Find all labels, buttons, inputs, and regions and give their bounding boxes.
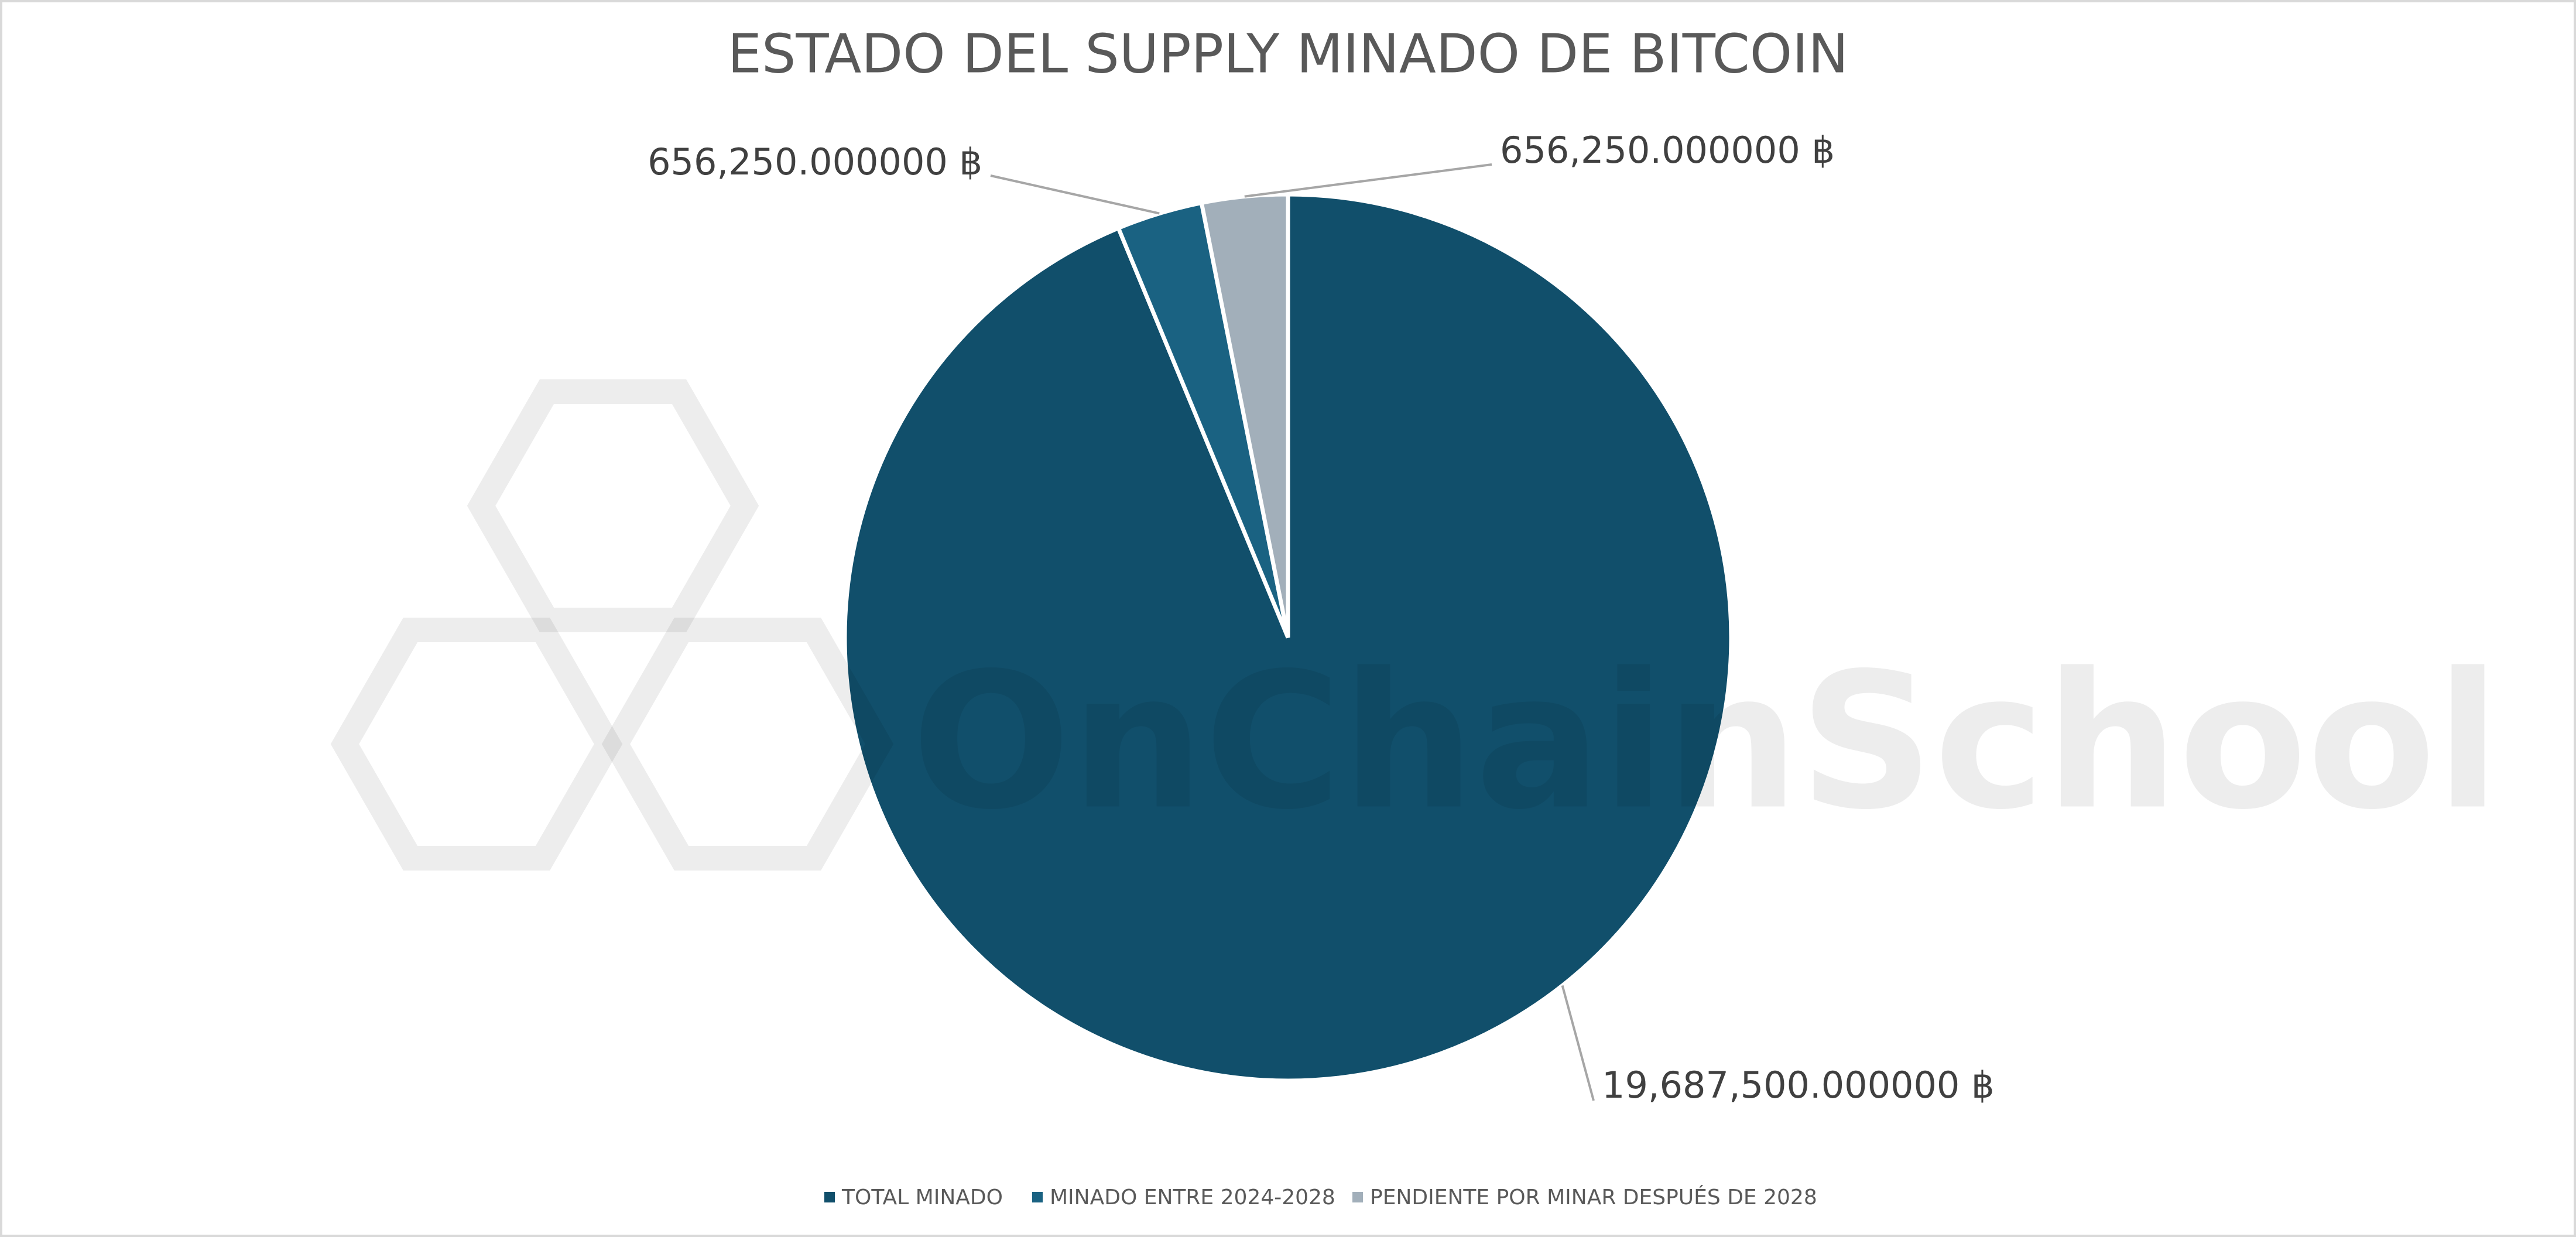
leader-line: [1561, 985, 1595, 1101]
legend-label: MINADO ENTRE 2024-2028: [1050, 1185, 1335, 1209]
pie: 19,687,500.000000 ฿ 656,250.000000 ฿ 656,2…: [648, 129, 1994, 1106]
watermark-hexagon: [467, 379, 759, 632]
data-label: 19,687,500.000000 ฿: [1602, 1064, 1995, 1106]
watermark-text: OnChainSchool: [912, 633, 2500, 851]
leader-line: [1244, 163, 1492, 198]
chart-title: ESTADO DEL SUPPLY MINADO DE BITCOIN: [728, 22, 1848, 85]
legend-swatch: [1032, 1192, 1043, 1202]
watermark-hexagon: [601, 618, 894, 871]
data-label: 656,250.000000 ฿: [648, 141, 982, 183]
legend-swatch: [1352, 1192, 1363, 1202]
legend: TOTAL MINADO MINADO ENTRE 2024-2028 PENDIE…: [824, 1185, 1817, 1209]
legend-label: PENDIENTE POR MINAR DESPUÉS DE 2028: [1370, 1185, 1817, 1209]
leader-line: [990, 174, 1160, 215]
data-label: 656,250.000000 ฿: [1500, 129, 1835, 172]
pie-slice: [1199, 192, 1290, 638]
legend-swatch: [824, 1192, 835, 1202]
watermark: [330, 379, 894, 871]
watermark-hexagon: [330, 618, 623, 871]
legend-label: TOTAL MINADO: [841, 1185, 1003, 1209]
